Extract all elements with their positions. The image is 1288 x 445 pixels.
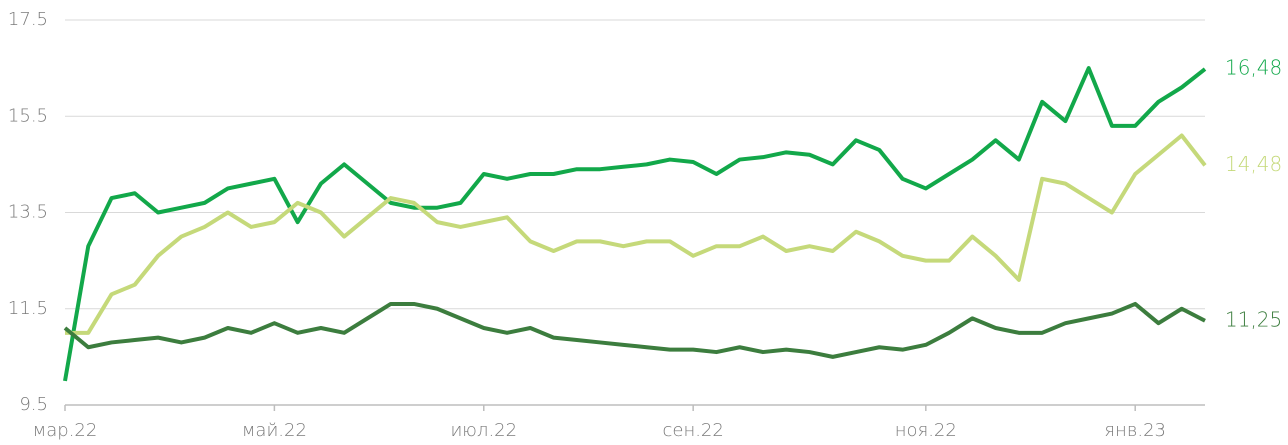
x-tick-label: май.22 xyxy=(242,420,307,441)
line-series xyxy=(63,301,1206,359)
y-tick-label: 11.5 xyxy=(8,298,48,319)
end-value-label: 14,48 xyxy=(1225,152,1282,176)
y-tick-label: 9.5 xyxy=(19,394,48,415)
y-tick-label: 17.5 xyxy=(8,9,48,30)
x-tick-label: ноя.22 xyxy=(895,420,957,441)
x-tick-label: янв.23 xyxy=(1104,420,1166,441)
x-tick-label: мар.22 xyxy=(33,420,98,441)
line-series xyxy=(63,66,1207,382)
end-value-label: 11,25 xyxy=(1225,307,1282,331)
end-value-label: 16,48 xyxy=(1225,56,1282,80)
line-series xyxy=(65,133,1207,335)
y-tick-label: 15.5 xyxy=(8,105,48,126)
x-tick-label: июл.22 xyxy=(450,420,517,441)
x-tick-label: сен.22 xyxy=(662,420,723,441)
y-tick-label: 13.5 xyxy=(8,202,48,223)
